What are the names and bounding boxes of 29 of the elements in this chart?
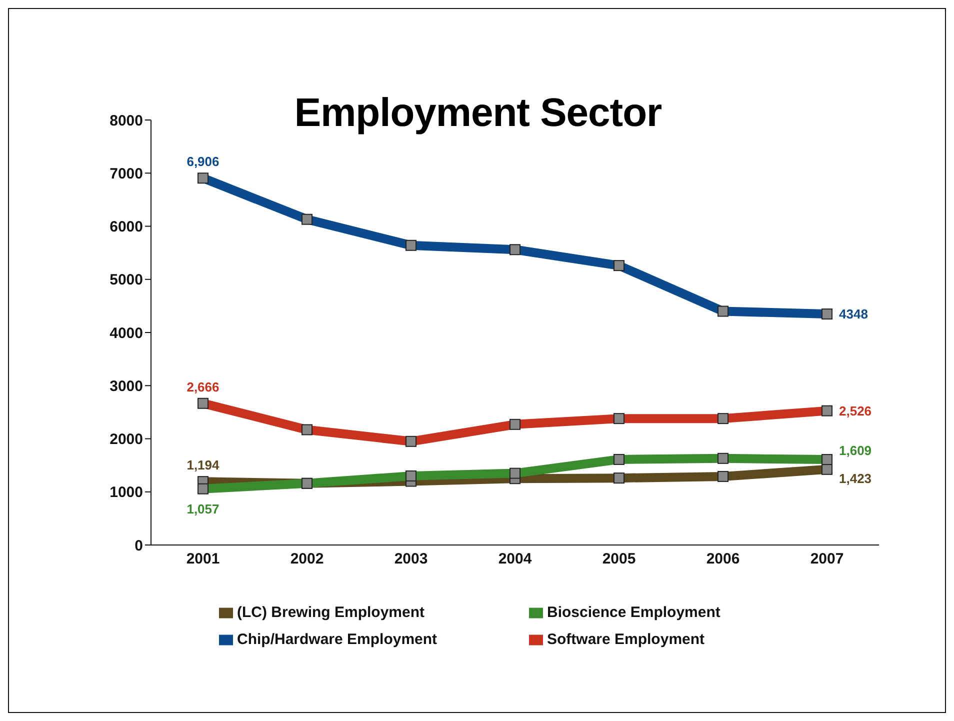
data-label: 2,666	[186, 379, 220, 394]
x-tick-label: 2004	[498, 550, 532, 568]
y-tick-label: 1000	[110, 484, 143, 502]
y-tick-label: 8000	[110, 112, 143, 130]
y-tick-label: 4000	[110, 324, 143, 342]
x-tick-label: 2001	[186, 550, 220, 568]
y-tick-label: 6000	[110, 218, 143, 236]
x-tick-label: 2007	[810, 550, 844, 568]
data-label: 1,423	[839, 470, 872, 486]
data-label: 2,526	[839, 403, 872, 418]
legend-label: Software Employment	[547, 631, 705, 648]
data-label: 1,609	[839, 443, 872, 458]
y-tick-label: 0	[134, 537, 143, 554]
x-tick-label: 2005	[602, 550, 636, 568]
data-label: 1,194	[186, 458, 220, 473]
x-tick-label: 2006	[706, 550, 740, 568]
data-label: 4348	[839, 306, 868, 322]
data-label: 1,057	[186, 501, 220, 516]
y-tick-label: 3000	[110, 378, 143, 395]
legend-label: Chip/Hardware Employment	[237, 631, 438, 648]
y-tick-label: 2000	[110, 431, 143, 448]
data-label: 6,906	[186, 154, 220, 170]
y-tick-label: 7000	[110, 165, 143, 182]
x-tick-label: 2003	[394, 550, 428, 568]
chart-title: Employment Sector	[294, 91, 662, 135]
legend-label: Bioscience Employment	[547, 604, 720, 621]
y-tick-label: 5000	[110, 272, 143, 289]
legend-label: (LC) Brewing Employment	[237, 604, 425, 621]
x-tick-label: 2002	[290, 550, 324, 568]
